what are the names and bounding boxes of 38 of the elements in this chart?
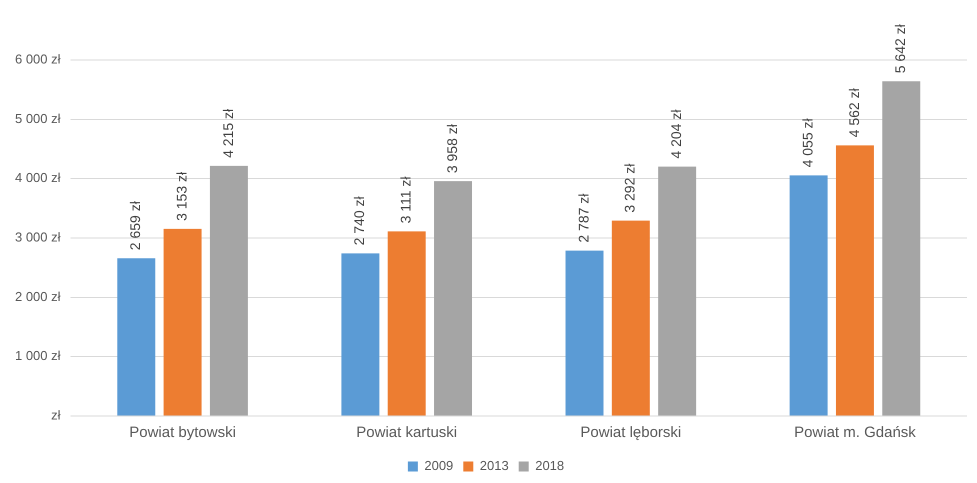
data-label: 2 659 zł bbox=[127, 200, 144, 250]
x-tick-label: Powiat lęborski bbox=[580, 424, 682, 442]
data-label: 3 292 zł bbox=[622, 162, 638, 213]
bar bbox=[388, 231, 426, 416]
y-tick-label: 6 000 zł bbox=[14, 52, 61, 67]
legend-label: 2013 bbox=[480, 458, 509, 474]
data-label: 2 740 zł bbox=[351, 196, 368, 246]
x-tick-label: Powiat kartuski bbox=[356, 424, 458, 442]
bar bbox=[882, 81, 920, 416]
data-label: 5 642 zł bbox=[892, 23, 908, 74]
x-tick-label: Powiat bytowski bbox=[129, 424, 236, 442]
y-tick-label: zł bbox=[51, 408, 61, 423]
bar bbox=[836, 145, 874, 416]
data-label: 3 153 zł bbox=[173, 171, 190, 221]
legend-label: 2009 bbox=[424, 458, 454, 474]
y-tick-label: 2 000 zł bbox=[14, 288, 61, 304]
bar bbox=[341, 253, 380, 416]
data-label: 3 958 zł bbox=[444, 123, 460, 174]
y-tick-label: 1 000 zł bbox=[14, 348, 61, 364]
y-tick-label: 5 000 zł bbox=[14, 110, 61, 126]
bar bbox=[164, 228, 202, 416]
y-tick-label: 4 000 zł bbox=[14, 170, 61, 186]
bar bbox=[566, 250, 604, 416]
bar bbox=[434, 181, 472, 416]
bar bbox=[117, 258, 156, 416]
data-label: 2 787 zł bbox=[575, 192, 592, 243]
data-label: 4 055 zł bbox=[799, 117, 816, 168]
y-tick-label: 3 000 zł bbox=[14, 230, 61, 245]
legend-label: 2018 bbox=[535, 458, 564, 474]
bar bbox=[790, 175, 828, 416]
x-tick-label: Powiat m. Gdańsk bbox=[794, 424, 916, 442]
data-label: 3 111 zł bbox=[398, 176, 414, 224]
data-label: 4 562 zł bbox=[846, 87, 862, 138]
data-label: 4 204 zł bbox=[668, 108, 684, 159]
bar bbox=[612, 220, 650, 416]
data-label: 4 215 zł bbox=[220, 108, 236, 158]
bar bbox=[658, 166, 696, 416]
bar bbox=[210, 166, 248, 416]
